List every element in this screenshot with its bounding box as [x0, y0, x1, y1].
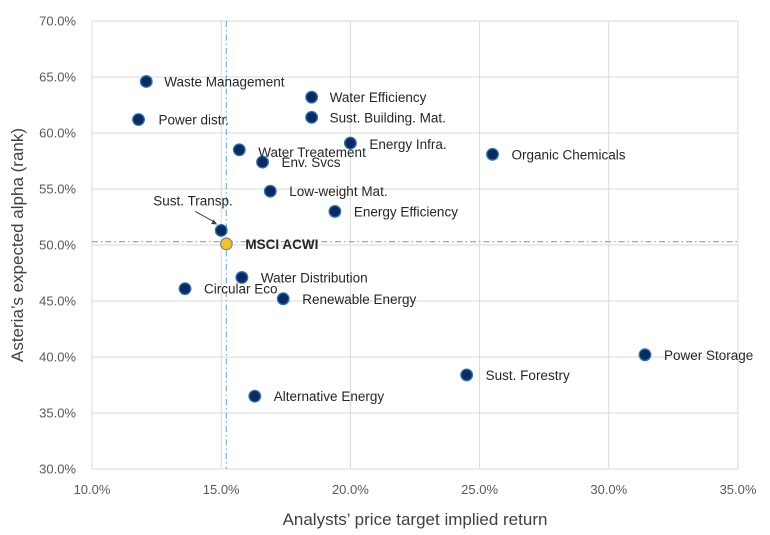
label-water-distribution: Water Distribution	[261, 270, 368, 285]
point-energy-infra	[343, 136, 357, 150]
leader-arrow-sust-transp	[211, 219, 218, 225]
y-tick-label: 55.0%	[39, 182, 76, 197]
label-energy-infra: Energy Infra.	[369, 137, 446, 152]
data-labels: Waste Management Power distr. Water Effici…	[153, 74, 753, 404]
x-tick-label: 20.0%	[332, 482, 369, 497]
point-alternative-energy	[248, 389, 262, 403]
point-sust-transp	[214, 223, 228, 237]
label-low-weight-mat: Low-weight Mat.	[289, 184, 387, 199]
y-axis-ticks: 30.0% 35.0% 40.0% 45.0% 50.0% 55.0% 60.0% 65.0%…	[39, 14, 76, 477]
y-tick-label: 35.0%	[39, 406, 76, 421]
leader-lines	[194, 211, 218, 225]
label-power-storage: Power Storage	[664, 348, 753, 363]
x-tick-label: 10.0%	[74, 482, 111, 497]
leader-line-sust-transp	[194, 211, 216, 223]
y-tick-label: 50.0%	[39, 238, 76, 253]
label-water-treatement: Water Treatement	[258, 145, 366, 160]
x-tick-label: 25.0%	[461, 482, 498, 497]
point-waste-management	[139, 75, 153, 88]
point-env-svcs	[256, 155, 269, 169]
y-axis-title: Asteria’s expected alpha (rank)	[8, 128, 27, 362]
label-alternative-energy: Alternative Energy	[274, 389, 385, 404]
point-energy-efficiency	[328, 204, 342, 218]
point-sust-forestry	[460, 368, 474, 382]
x-tick-label: 15.0%	[203, 482, 240, 497]
point-power-storage	[638, 348, 652, 362]
label-waste-management: Waste Management	[164, 74, 285, 89]
point-sust-building-mat	[305, 110, 319, 124]
y-tick-label: 65.0%	[39, 70, 76, 85]
label-organic-chemicals: Organic Chemicals	[512, 147, 626, 162]
point-power-distr	[132, 113, 145, 127]
y-tick-label: 60.0%	[39, 126, 76, 141]
point-low-weight-mat	[263, 184, 277, 198]
point-water-efficiency	[305, 90, 319, 104]
label-benchmark: MSCI ACWI	[245, 237, 318, 252]
label-water-efficiency: Water Efficiency	[330, 90, 427, 105]
label-power-distr: Power distr.	[159, 113, 230, 128]
data-points	[132, 75, 652, 403]
point-organic-chemicals	[486, 147, 499, 161]
x-axis-title: Analysts’ price target implied return	[283, 510, 548, 529]
y-tick-label: 30.0%	[39, 462, 76, 477]
y-tick-label: 45.0%	[39, 294, 76, 309]
y-tick-label: 70.0%	[39, 14, 76, 29]
point-benchmark	[220, 237, 233, 251]
label-env-svcs: Env. Svcs	[282, 155, 341, 170]
label-sust-transp: Sust. Transp.	[153, 193, 233, 208]
point-water-distribution	[235, 271, 249, 284]
point-water-treatement	[232, 143, 246, 157]
x-tick-label: 35.0%	[720, 482, 757, 497]
label-energy-efficiency: Energy Efficiency	[354, 204, 458, 219]
x-tick-label: 30.0%	[590, 482, 627, 497]
point-circular-eco	[178, 282, 192, 296]
x-axis-ticks: 10.0% 15.0% 20.0% 25.0% 30.0% 35.0%	[74, 482, 757, 497]
gridlines	[91, 20, 739, 470]
label-circular-eco: Circular Eco	[204, 282, 278, 297]
label-renewable-energy: Renewable Energy	[302, 292, 416, 307]
y-tick-label: 40.0%	[39, 350, 76, 365]
label-sust-forestry: Sust. Forestry	[486, 368, 570, 383]
point-renewable-energy	[276, 292, 290, 306]
label-sust-building-mat: Sust. Building. Mat.	[330, 110, 446, 125]
